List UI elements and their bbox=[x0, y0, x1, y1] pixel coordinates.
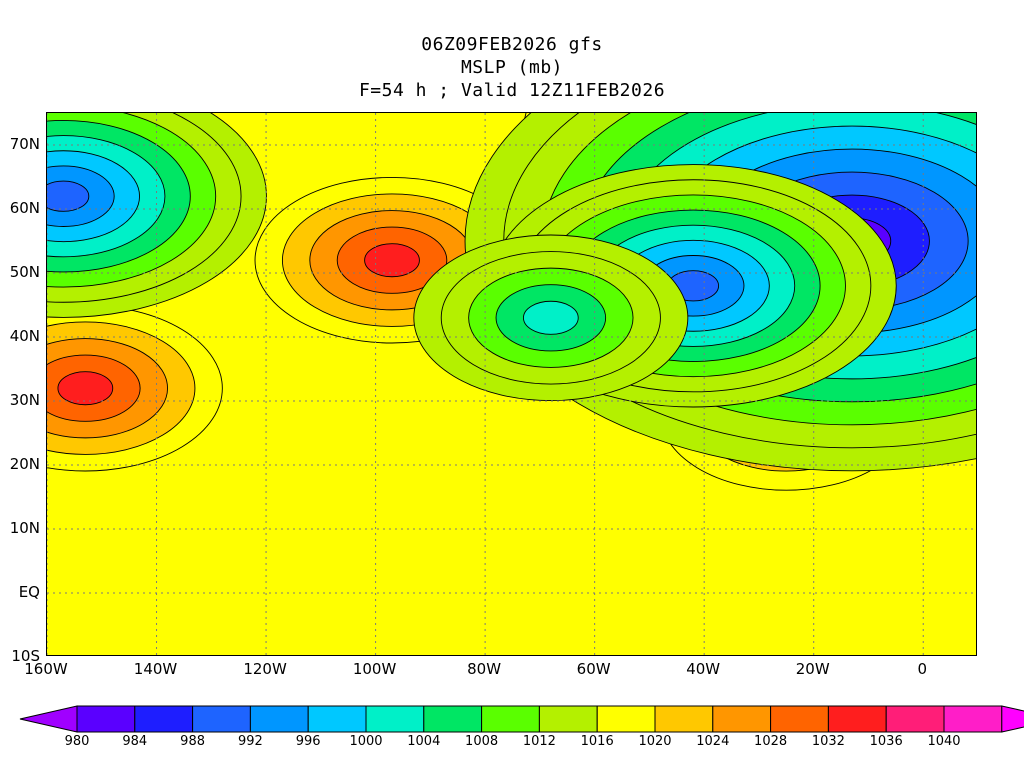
colorbar-level-label: 980 bbox=[64, 734, 90, 749]
colorbar-segment bbox=[481, 705, 540, 733]
colorbar-level-label: 988 bbox=[180, 734, 205, 749]
colorbar-level-label: 1032 bbox=[811, 734, 845, 749]
longitude-tick-label: 20W bbox=[795, 660, 830, 678]
colorbar-max-arrow bbox=[1001, 705, 1024, 733]
colorbar-segment bbox=[538, 705, 598, 733]
longitude-tick-label: 0 bbox=[917, 660, 927, 678]
latitude-tick-label: 50N bbox=[9, 263, 40, 281]
colorbar-segment bbox=[249, 705, 309, 733]
colorbar-segment bbox=[134, 705, 194, 733]
colorbar-level-label: 992 bbox=[237, 734, 263, 749]
colorbar-segment bbox=[76, 705, 136, 733]
colorbar bbox=[19, 705, 1024, 733]
colorbar-segment bbox=[885, 705, 945, 733]
colorbar-segment bbox=[770, 705, 829, 733]
latitude-tick-label: 60N bbox=[9, 199, 40, 217]
colorbar-segment bbox=[596, 705, 656, 733]
colorbar-level-label: 1012 bbox=[522, 734, 556, 749]
colorbar-segment bbox=[827, 705, 887, 733]
longitude-tick-label: 80W bbox=[467, 660, 502, 678]
pressure-field-svg bbox=[47, 113, 976, 655]
low-pressure-center-7 bbox=[47, 113, 267, 318]
longitude-tick-label: 40W bbox=[686, 660, 721, 678]
colorbar-level-label: 996 bbox=[295, 734, 321, 749]
colorbar-level-label: 1036 bbox=[869, 734, 903, 749]
longitude-tick-label: 140W bbox=[133, 660, 178, 678]
colorbar-level-label: 984 bbox=[122, 734, 148, 749]
colorbar-segment bbox=[192, 705, 251, 733]
colorbar-level-label: 1028 bbox=[754, 734, 788, 749]
longitude-tick-label: 100W bbox=[352, 660, 397, 678]
colorbar-level-label: 1004 bbox=[407, 734, 441, 749]
colorbar-segment bbox=[654, 705, 714, 733]
latitude-tick-label: 40N bbox=[9, 327, 40, 345]
colorbar-segment bbox=[712, 705, 772, 733]
high-pressure-center-0 bbox=[47, 304, 223, 472]
longitude-tick-label: 160W bbox=[24, 660, 68, 678]
contour-ring bbox=[364, 243, 420, 278]
colorbar-segment bbox=[307, 705, 367, 733]
colorbar-min-arrow bbox=[19, 705, 78, 733]
longitude-tick-label: 120W bbox=[243, 660, 287, 678]
contour-ring bbox=[522, 300, 579, 335]
low-pressure-center-6 bbox=[413, 234, 689, 402]
colorbar-level-label: 1024 bbox=[696, 734, 730, 749]
longitude-tick-label: 60W bbox=[576, 660, 611, 678]
contour-ring bbox=[47, 180, 90, 212]
colorbar-segment bbox=[943, 705, 1003, 733]
colorbar-segment bbox=[423, 705, 483, 733]
pressure-map bbox=[46, 112, 977, 656]
latitude-tick-label: 30N bbox=[9, 391, 40, 409]
colorbar-level-label: 1008 bbox=[465, 734, 499, 749]
colorbar-level-label: 1040 bbox=[927, 734, 961, 749]
colorbar-level-label: 1000 bbox=[349, 734, 383, 749]
latitude-tick-label: 70N bbox=[9, 135, 40, 153]
latitude-tick-label: 10S bbox=[11, 647, 40, 665]
latitude-tick-label: 20N bbox=[9, 455, 40, 473]
contour-ring bbox=[57, 371, 114, 406]
latitude-tick-label: 10N bbox=[9, 519, 40, 537]
colorbar-segment bbox=[365, 705, 425, 733]
colorbar-level-label: 1016 bbox=[580, 734, 614, 749]
title-field: MSLP (mb) bbox=[460, 57, 564, 78]
graticule bbox=[47, 113, 976, 655]
colorbar-level-label: 1020 bbox=[638, 734, 672, 749]
title-run: 06Z09FEB2026 gfs bbox=[421, 34, 603, 55]
title-valid-time: F=54 h ; Valid 12Z11FEB2026 bbox=[358, 80, 666, 101]
latitude-tick-label: EQ bbox=[18, 583, 40, 601]
